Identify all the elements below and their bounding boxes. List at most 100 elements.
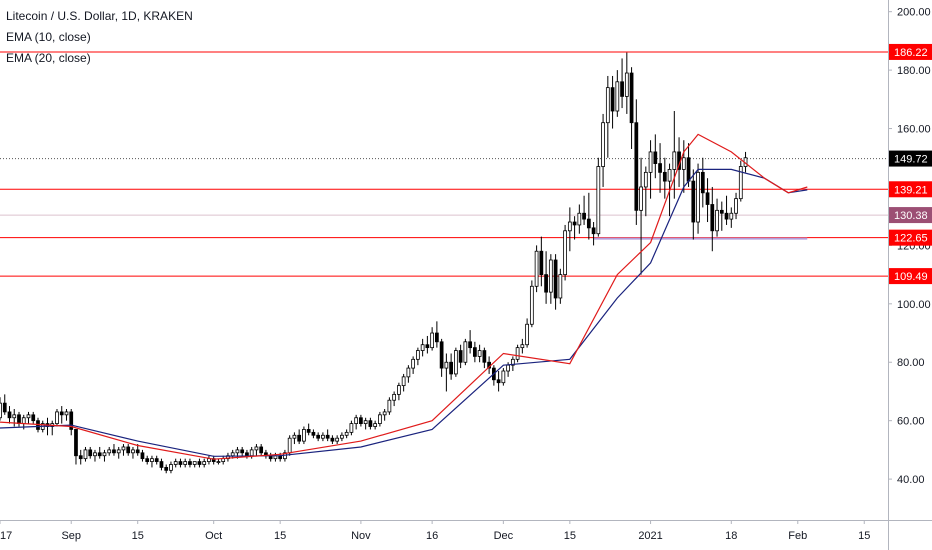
candle-body[interactable] [349, 423, 354, 433]
candle-body[interactable] [534, 250, 539, 287]
candle-body[interactable] [411, 358, 416, 369]
candle-body[interactable] [734, 198, 738, 214]
candle-body[interactable] [107, 449, 112, 454]
candle-body[interactable] [150, 458, 154, 462]
candle-body[interactable] [468, 341, 472, 349]
candle-body[interactable] [59, 411, 64, 416]
candle-body[interactable] [69, 411, 74, 430]
candle-body[interactable] [582, 212, 586, 220]
candle-body[interactable] [629, 72, 634, 124]
candle-body[interactable] [719, 209, 724, 214]
candle-body[interactable] [563, 230, 567, 276]
candle-body[interactable] [639, 186, 643, 211]
candle-body[interactable] [700, 171, 705, 194]
candle-body[interactable] [463, 341, 468, 363]
candle-body[interactable] [230, 452, 235, 457]
candle-body[interactable] [430, 332, 435, 349]
candle-body[interactable] [12, 414, 17, 419]
candle-body[interactable] [548, 259, 553, 293]
candle-body[interactable] [634, 122, 639, 211]
candle-body[interactable] [425, 344, 430, 349]
candle-body[interactable] [55, 411, 59, 424]
candle-body[interactable] [520, 344, 525, 349]
candle-body[interactable] [696, 171, 700, 223]
candle-body[interactable] [397, 385, 401, 395]
candle-body[interactable] [539, 250, 544, 276]
candle-body[interactable] [368, 420, 373, 427]
candle-body[interactable] [710, 204, 715, 232]
candle-body[interactable] [620, 81, 624, 97]
candle-body[interactable] [359, 417, 363, 424]
candle-body[interactable] [601, 122, 605, 167]
candle-body[interactable] [354, 417, 359, 424]
candle-body[interactable] [596, 166, 601, 235]
candle-body[interactable] [254, 446, 259, 451]
level-price-tag[interactable] [889, 268, 932, 285]
candle-body[interactable] [135, 449, 140, 454]
candle-body[interactable] [653, 151, 658, 164]
candle-body[interactable] [615, 81, 620, 112]
candle-body[interactable] [292, 434, 297, 439]
mid-price-tag[interactable] [889, 207, 932, 224]
level-price-tag[interactable] [889, 181, 932, 198]
candle-body[interactable] [510, 358, 515, 366]
candle-body[interactable] [140, 452, 145, 460]
candle-body[interactable] [202, 461, 207, 465]
candle-body[interactable] [449, 361, 453, 375]
candle-body[interactable] [0, 402, 2, 419]
candle-body[interactable] [605, 87, 610, 124]
candle-body[interactable] [667, 169, 672, 182]
candle-body[interactable] [529, 285, 534, 325]
candle-body[interactable] [112, 449, 116, 454]
candle-body[interactable] [78, 455, 83, 460]
candle-body[interactable] [406, 367, 411, 378]
candle-body[interactable] [287, 437, 292, 454]
candle-body[interactable] [245, 452, 249, 457]
candle-body[interactable] [2, 402, 7, 413]
candle-body[interactable] [64, 411, 69, 416]
candle-body[interactable] [325, 434, 330, 439]
candle-body[interactable] [159, 461, 164, 468]
candle-body[interactable] [154, 458, 159, 462]
candle-body[interactable] [453, 350, 458, 375]
candle-body[interactable] [378, 414, 382, 424]
candle-body[interactable] [382, 411, 387, 416]
candle-body[interactable] [715, 209, 719, 232]
candle-body[interactable] [553, 259, 558, 299]
candle-body[interactable] [724, 212, 729, 220]
candle-body[interactable] [624, 72, 629, 97]
candle-body[interactable] [458, 350, 463, 363]
candle-body[interactable] [21, 417, 26, 424]
level-price-tag[interactable] [889, 43, 932, 60]
candle-body[interactable] [586, 218, 591, 229]
candle-body[interactable] [567, 221, 572, 232]
candle-body[interactable] [145, 458, 150, 462]
level-price-tag[interactable] [889, 229, 932, 246]
candle-body[interactable] [102, 452, 107, 457]
candle-body[interactable] [17, 414, 21, 424]
candle-body[interactable] [188, 461, 192, 465]
candle-body[interactable] [435, 332, 439, 343]
candle-body[interactable] [297, 434, 302, 442]
candle-body[interactable] [216, 461, 221, 463]
candle-body[interactable] [169, 464, 173, 471]
candle-body[interactable] [249, 449, 254, 457]
candle-body[interactable] [506, 364, 510, 372]
candle-body[interactable] [240, 449, 245, 454]
candle-body[interactable] [705, 192, 710, 205]
candle-body[interactable] [344, 431, 349, 436]
candle-body[interactable] [88, 449, 93, 457]
candle-body[interactable] [97, 452, 102, 457]
candle-body[interactable] [577, 212, 582, 226]
candle-body[interactable] [131, 449, 135, 454]
candle-body[interactable] [472, 347, 477, 357]
candle-body[interactable] [126, 446, 131, 454]
candle-body[interactable] [121, 446, 126, 451]
candle-body[interactable] [7, 411, 12, 419]
candle-body[interactable] [662, 171, 667, 182]
candle-body[interactable] [316, 434, 321, 439]
candle-body[interactable] [306, 429, 311, 433]
candle-body[interactable] [591, 227, 596, 235]
candle-body[interactable] [672, 151, 677, 170]
